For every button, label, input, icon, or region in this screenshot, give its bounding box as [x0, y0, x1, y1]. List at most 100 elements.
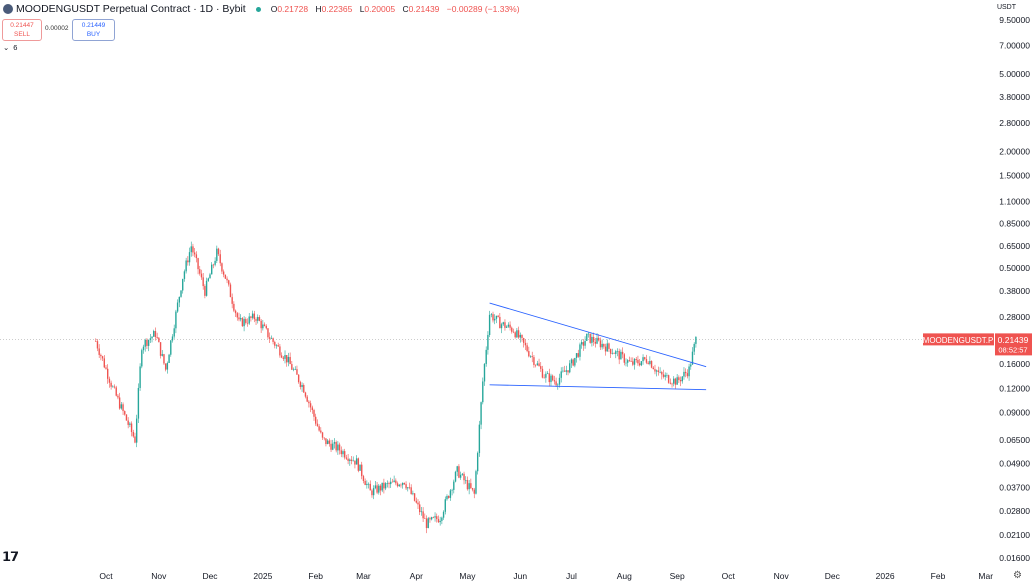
candle-body: [582, 342, 585, 346]
candle-body: [163, 354, 165, 364]
candle-body: [153, 331, 155, 337]
candle-body: [359, 464, 361, 471]
candle-body: [125, 414, 128, 421]
candle-body: [107, 368, 109, 379]
candle-body: [280, 355, 283, 358]
y-tick-label: 0.06500: [999, 435, 1030, 445]
candle-body: [533, 357, 535, 365]
candle-body: [430, 517, 433, 520]
candle-body: [690, 364, 692, 367]
y-tick-label: 0.28000: [999, 312, 1030, 322]
candle-body: [640, 361, 643, 366]
candle-body: [541, 368, 544, 378]
candle-body: [183, 271, 186, 279]
candle-body: [586, 333, 588, 341]
candle-body: [475, 471, 477, 494]
candle-body: [587, 333, 590, 335]
sell-button[interactable]: 0.21447 SELL: [2, 19, 42, 41]
candle-body: [180, 290, 182, 297]
last-price-tag: [995, 333, 1032, 356]
symbol-tag-label: MOODENGUSDT.P: [923, 336, 994, 345]
candle-body: [204, 286, 206, 296]
candle-body: [681, 376, 683, 382]
x-tick-label: Dec: [825, 571, 841, 581]
candle-body: [490, 314, 493, 315]
y-tick-label: 0.85000: [999, 218, 1030, 228]
buy-button[interactable]: 0.21449 BUY: [72, 19, 115, 41]
candle-body: [328, 440, 331, 444]
candle-body: [398, 484, 400, 487]
indicators-toggle[interactable]: ⌄ 6: [3, 43, 17, 52]
candle-body: [584, 340, 586, 346]
candle-body: [192, 246, 194, 253]
candle-body: [695, 336, 697, 344]
candle-body: [492, 314, 494, 321]
candle-body: [219, 254, 221, 264]
candle-body: [523, 338, 525, 343]
price-unit-label: USDT: [996, 4, 1016, 11]
candle-body: [326, 440, 329, 445]
candle-body: [284, 355, 286, 359]
candle-body: [471, 488, 474, 490]
candle-body: [333, 442, 336, 444]
candle-body: [222, 271, 225, 275]
candle-body: [553, 380, 556, 382]
candle-body: [367, 483, 370, 485]
candle-body: [374, 485, 377, 489]
candle-body: [628, 360, 631, 362]
candle-body: [691, 351, 694, 365]
candle-body: [415, 500, 417, 503]
ohlc-open-value: 0.21728: [277, 4, 309, 14]
candle-body: [95, 341, 97, 342]
candle-body: [494, 318, 496, 321]
candle-body: [171, 336, 174, 341]
candle-body: [654, 369, 656, 372]
candle-body: [444, 499, 446, 512]
candle-body: [103, 358, 105, 368]
candle-body: [476, 453, 479, 472]
candle-body: [197, 258, 199, 270]
candle-body: [480, 402, 482, 425]
candle-body: [216, 248, 218, 261]
candle-body: [611, 353, 614, 355]
x-tick-label: Mar: [978, 571, 993, 581]
candle-body: [502, 322, 504, 325]
candle-body: [294, 369, 296, 370]
candle-body: [678, 377, 680, 381]
candle-body: [270, 338, 273, 339]
candle-body: [642, 357, 644, 362]
candle-body: [251, 313, 254, 318]
candle-body: [686, 373, 689, 377]
candle-body: [478, 424, 481, 454]
candle-body: [676, 377, 678, 385]
ohlc-open-label: O: [270, 4, 278, 14]
candle-body: [292, 369, 295, 370]
settings-icon[interactable]: ⚙: [1013, 570, 1022, 581]
candle-body: [621, 351, 624, 355]
candle-body: [141, 350, 143, 367]
candle-body: [207, 278, 209, 281]
candle-body: [563, 370, 566, 372]
candle-body: [560, 371, 562, 378]
y-tick-label: 0.50000: [999, 263, 1030, 273]
candle-body: [638, 363, 641, 366]
candle-body: [505, 326, 508, 328]
candle-body: [528, 351, 530, 357]
candle-body: [170, 340, 172, 355]
y-tick-label: 7.00000: [999, 41, 1030, 51]
tradingview-logo-icon[interactable]: 𝟭𝟳: [2, 549, 19, 564]
candle-body: [349, 459, 351, 461]
candle-body: [548, 373, 550, 383]
symbol-title[interactable]: MOODENGUSDT Perpetual Contract · 1D · By…: [16, 3, 246, 15]
candle-body: [488, 314, 491, 335]
candle-body: [127, 420, 129, 425]
candle-body: [425, 518, 428, 529]
candle-body: [161, 354, 163, 356]
candle-body: [178, 296, 181, 303]
candle-body: [267, 328, 269, 338]
y-tick-label: 2.00000: [999, 146, 1030, 156]
candle-body: [572, 359, 574, 366]
y-tick-label: 0.38000: [999, 286, 1030, 296]
candle-body: [303, 385, 305, 393]
